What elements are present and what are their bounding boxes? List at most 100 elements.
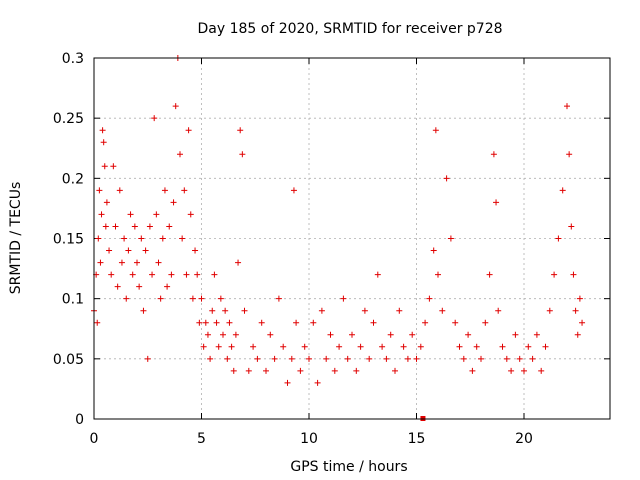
data-point [490, 151, 497, 158]
data-point [293, 319, 300, 326]
data-point [521, 367, 527, 374]
data-point [288, 355, 295, 362]
data-point [108, 271, 115, 278]
data-point [452, 319, 459, 326]
data-point [314, 379, 321, 386]
data-point [422, 319, 429, 326]
data-point [525, 343, 532, 350]
data-point [235, 259, 242, 266]
data-point [361, 307, 368, 314]
data-point [168, 271, 175, 278]
data-point [118, 259, 125, 266]
data-point [366, 355, 373, 362]
data-point [396, 307, 403, 314]
data-point [94, 319, 101, 326]
data-point [443, 175, 450, 182]
x-axis-label: GPS time / hours [290, 459, 407, 475]
data-point [164, 283, 171, 290]
data-point [215, 343, 222, 350]
data-point [340, 295, 347, 302]
data-point [159, 235, 166, 242]
data-point [245, 367, 252, 374]
chart-title: Day 185 of 2020, SRMTID for receiver p72… [197, 21, 502, 37]
data-point [267, 331, 274, 338]
data-point [323, 355, 330, 362]
data-point [185, 127, 192, 134]
data-point [417, 343, 424, 350]
data-point [110, 163, 117, 170]
data-point [157, 295, 164, 302]
data-point [439, 307, 446, 314]
data-point [136, 283, 143, 290]
data-point [196, 319, 203, 326]
data-point [469, 367, 476, 374]
data-point [239, 151, 246, 158]
y-tick-label: 0.05 [53, 352, 84, 368]
data-point [144, 355, 151, 362]
data-point [181, 187, 188, 194]
data-point [106, 247, 113, 254]
data-point [177, 151, 183, 158]
data-point [127, 211, 134, 218]
data-point [263, 367, 269, 374]
data-point [379, 343, 386, 350]
data-point [258, 319, 265, 326]
data-point [149, 271, 156, 278]
data-point [357, 343, 364, 350]
data-point [172, 103, 179, 110]
data-point [409, 331, 416, 338]
data-point [499, 343, 506, 350]
data-point [179, 235, 186, 242]
data-point [228, 343, 235, 350]
data-point [140, 307, 147, 314]
data-point [473, 343, 480, 350]
data-point [194, 271, 201, 278]
data-point [508, 367, 515, 374]
data-point [116, 187, 123, 194]
data-point [213, 319, 220, 326]
data-point [542, 343, 549, 350]
data-point [495, 307, 502, 314]
y-tick-label: 0.2 [62, 171, 84, 187]
data-point [204, 331, 211, 338]
data-point [224, 355, 231, 362]
data-point [301, 343, 308, 350]
data-point [432, 127, 439, 134]
x-tick-label: 0 [90, 431, 99, 447]
data-point [572, 307, 579, 314]
data-point [183, 271, 190, 278]
data-point [349, 331, 355, 338]
data-point [202, 319, 209, 326]
data-point [533, 331, 540, 338]
data-point [426, 295, 433, 302]
data-point [284, 379, 291, 386]
data-point [131, 223, 138, 230]
data-point [189, 295, 196, 302]
data-point [232, 331, 239, 338]
data-point [211, 271, 218, 278]
data-point [220, 331, 226, 338]
data-point [559, 187, 566, 194]
data-point [129, 271, 136, 278]
data-point [404, 355, 411, 362]
data-point [114, 283, 121, 290]
data-point [200, 343, 207, 350]
data-point [95, 235, 102, 242]
data-point [207, 355, 214, 362]
data-point [166, 223, 173, 230]
data-point [482, 319, 489, 326]
y-tick-label: 0.15 [53, 232, 84, 248]
data-point [146, 223, 153, 230]
data-point [570, 271, 577, 278]
data-point [318, 307, 325, 314]
data-point [101, 163, 108, 170]
data-point [123, 295, 130, 302]
data-point [155, 259, 162, 266]
data-point [400, 343, 407, 350]
data-point [435, 271, 441, 278]
data-point [564, 103, 570, 110]
data-point [271, 355, 278, 362]
data-point [383, 355, 390, 362]
data-point [290, 187, 297, 194]
